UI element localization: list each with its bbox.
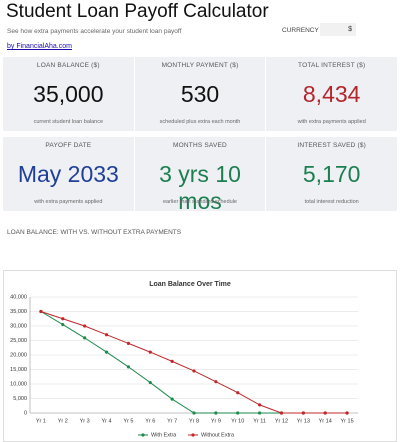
credit-link[interactable]: by FinancialAha.com — [7, 43, 72, 50]
stat-card: MONTHLY PAYMENT ($) 530 scheduled plus ext… — [133, 57, 266, 131]
data-point — [345, 411, 349, 415]
y-tick-label: 40,000 — [10, 294, 27, 300]
data-point — [126, 365, 130, 369]
data-point — [104, 333, 109, 337]
x-tick-label: Yr 5 — [123, 418, 133, 424]
data-point — [104, 350, 109, 354]
card-label: INTEREST SAVED ($) — [297, 142, 367, 149]
data-point — [61, 322, 65, 327]
card-caption: with extra payments applied — [297, 119, 366, 125]
y-tick-label: 25,000 — [10, 338, 27, 344]
card-label: MONTHLY PAYMENT ($) — [161, 62, 239, 69]
card-label: TOTAL INTEREST ($) — [298, 62, 366, 69]
card-caption: current student loan balance — [33, 119, 104, 125]
data-point — [83, 324, 87, 328]
x-tick-label: Yr 11 — [253, 418, 266, 424]
x-tick-label: Yr 15 — [340, 418, 353, 424]
card-label: MONTHS SAVED — [173, 142, 227, 149]
data-point — [214, 411, 218, 415]
currency-input[interactable]: $ — [320, 23, 356, 36]
card-value: 530 — [180, 81, 220, 107]
data-point — [39, 309, 43, 314]
card-value: 5,170 — [302, 161, 361, 187]
data-point — [83, 336, 87, 340]
card-value: 35,000 — [33, 81, 104, 107]
card-label: PAYOFF DATE — [45, 142, 92, 149]
card-caption: scheduled plus extra each month — [159, 119, 241, 125]
y-tick-label: 10,000 — [10, 381, 27, 387]
y-tick-label: 30,000 — [10, 323, 27, 329]
y-tick-label: 15,000 — [10, 367, 27, 373]
data-point — [279, 411, 284, 415]
stat-card: TOTAL INTEREST ($) 8,434 with extra paymen… — [265, 57, 397, 131]
card-row: LOAN BALANCE ($) 35,000 current student lo… — [3, 57, 397, 131]
x-tick-label: Yr 2 — [58, 418, 68, 424]
data-point — [61, 317, 65, 321]
x-tick-label: Yr 3 — [80, 418, 90, 424]
x-tick-label: Yr 9 — [211, 418, 221, 424]
legend-label: With Extra — [151, 432, 177, 438]
card-label: LOAN BALANCE ($) — [36, 62, 100, 69]
y-tick-label: 5,000 — [13, 396, 27, 402]
card-row: PAYOFF DATE May 2033 with extra payments a… — [3, 137, 397, 214]
data-point — [236, 391, 240, 395]
data-point — [170, 397, 174, 401]
x-tick-label: Yr 12 — [275, 418, 288, 424]
y-tick-label: 0 — [24, 410, 27, 416]
data-point — [236, 411, 240, 415]
x-tick-label: Yr 6 — [145, 418, 155, 424]
card-caption: earlier than standard schedule — [163, 199, 237, 205]
section-label: LOAN BALANCE: WITH VS. WITHOUT EXTRA PAY… — [7, 229, 182, 236]
legend-marker — [141, 433, 145, 437]
card-value: May 2033 — [17, 161, 119, 187]
data-point — [258, 403, 262, 407]
page-title: Student Loan Payoff Calculator — [6, 1, 269, 22]
data-point — [170, 359, 174, 363]
subtitle: See how extra payments accelerate your s… — [7, 28, 182, 35]
card-caption: total interest reduction — [304, 199, 359, 205]
chart: Loan Balance Over Time 0 5,000 10,000 15,00… — [3, 270, 397, 442]
x-tick-label: Yr 4 — [101, 418, 111, 424]
data-point — [192, 411, 196, 415]
y-tick-label: 20,000 — [10, 352, 27, 358]
data-point — [214, 380, 218, 384]
data-point — [148, 350, 152, 354]
data-point — [258, 411, 262, 415]
legend-marker — [191, 433, 195, 437]
data-point — [192, 369, 196, 373]
currency-label: CURRENCY — [282, 27, 319, 34]
x-tick-label: Yr 10 — [231, 418, 244, 424]
legend-label: Without Extra — [201, 432, 235, 438]
chart-frame — [3, 270, 397, 442]
x-tick-label: Yr 13 — [297, 418, 310, 424]
data-point — [126, 341, 130, 345]
data-point — [323, 411, 327, 415]
x-tick-label: Yr 14 — [319, 418, 332, 424]
stat-card: PAYOFF DATE May 2033 with extra payments a… — [3, 137, 134, 211]
card-value: 3 yrs 10 mos — [159, 161, 241, 214]
x-tick-label: Yr 7 — [167, 418, 177, 424]
chart-title: Loan Balance Over Time — [149, 281, 231, 288]
x-tick-label: Yr 8 — [189, 418, 199, 424]
stat-card: INTEREST SAVED ($) 5,170 total interest re… — [265, 137, 397, 211]
card-caption: with extra payments applied — [34, 199, 103, 205]
stat-card: MONTHS SAVED 3 yrs 10 mos earlier than sta… — [133, 137, 266, 214]
y-tick-label: 35,000 — [10, 309, 27, 315]
data-point — [148, 380, 152, 385]
card-value: 8,434 — [302, 81, 361, 107]
x-tick-label: Yr 1 — [36, 418, 46, 424]
stat-card: LOAN BALANCE ($) 35,000 current student lo… — [3, 57, 134, 131]
data-point — [301, 411, 305, 415]
